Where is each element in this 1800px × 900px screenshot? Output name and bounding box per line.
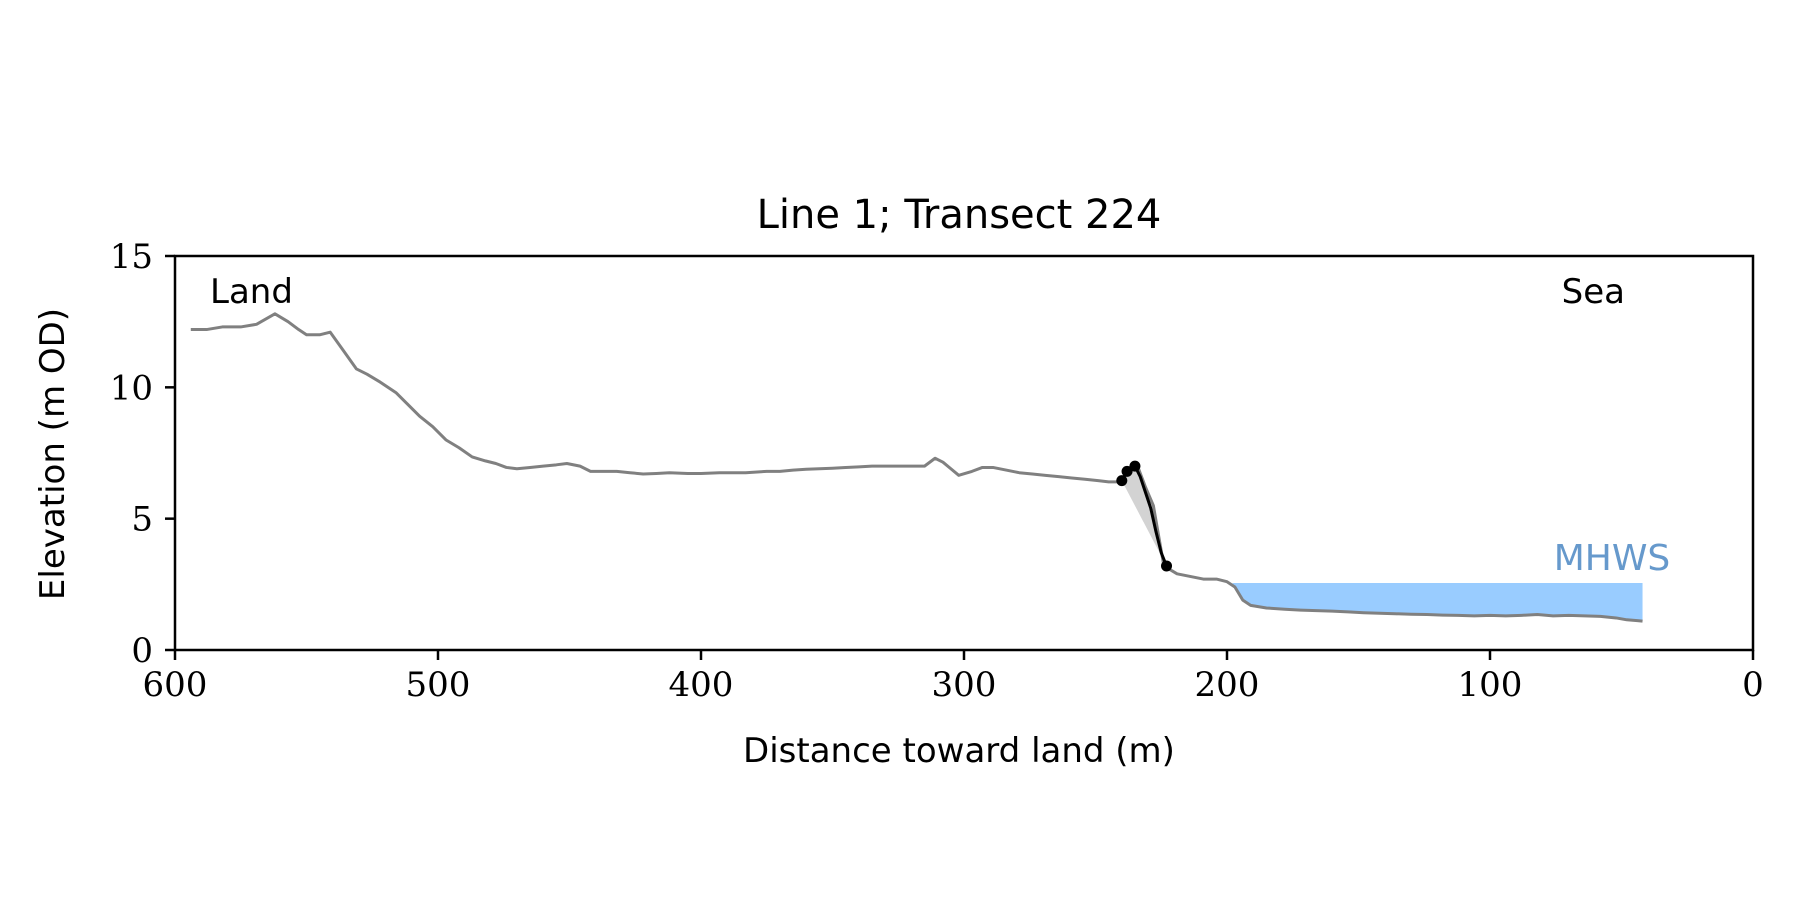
x-tick-label: 400 [669, 665, 734, 705]
x-tick-label: 0 [1742, 665, 1764, 705]
mhws-band-layer [1232, 583, 1643, 622]
x-tick-label: 100 [1458, 665, 1523, 705]
x-tick-label: 600 [143, 665, 208, 705]
x-tick-label: 300 [932, 665, 997, 705]
cliff-layer [1116, 460, 1173, 572]
cliff-point [1116, 475, 1128, 487]
cliff-point [1129, 460, 1141, 472]
cliff-point [1161, 560, 1173, 572]
chart-title: Line 1; Transect 224 [757, 192, 1162, 238]
sea-annotation: Sea [1562, 272, 1625, 312]
cliff-point [1121, 465, 1133, 477]
x-tick-label: 200 [1195, 665, 1260, 705]
axes-layer: 600 500 400 300 200 100 0 0 5 10 15 [110, 237, 1764, 705]
mhws-annotation: MHWS [1554, 538, 1671, 579]
profile-line [190, 312, 1643, 623]
y-tick-label: 10 [110, 368, 153, 408]
y-axis-label: Elevation (m OD) [33, 308, 73, 600]
profile-layer [190, 312, 1643, 623]
mhws-band [1232, 583, 1643, 622]
cliff-fill-layer [1121, 466, 1167, 566]
y-tick-label: 15 [110, 237, 153, 277]
cliff-fill [1121, 466, 1167, 566]
y-tick-label: 0 [131, 631, 153, 671]
land-annotation: Land [210, 272, 293, 312]
y-tick-label: 5 [131, 500, 153, 540]
x-axis-label: Distance toward land (m) [743, 731, 1175, 771]
x-tick-label: 500 [406, 665, 471, 705]
